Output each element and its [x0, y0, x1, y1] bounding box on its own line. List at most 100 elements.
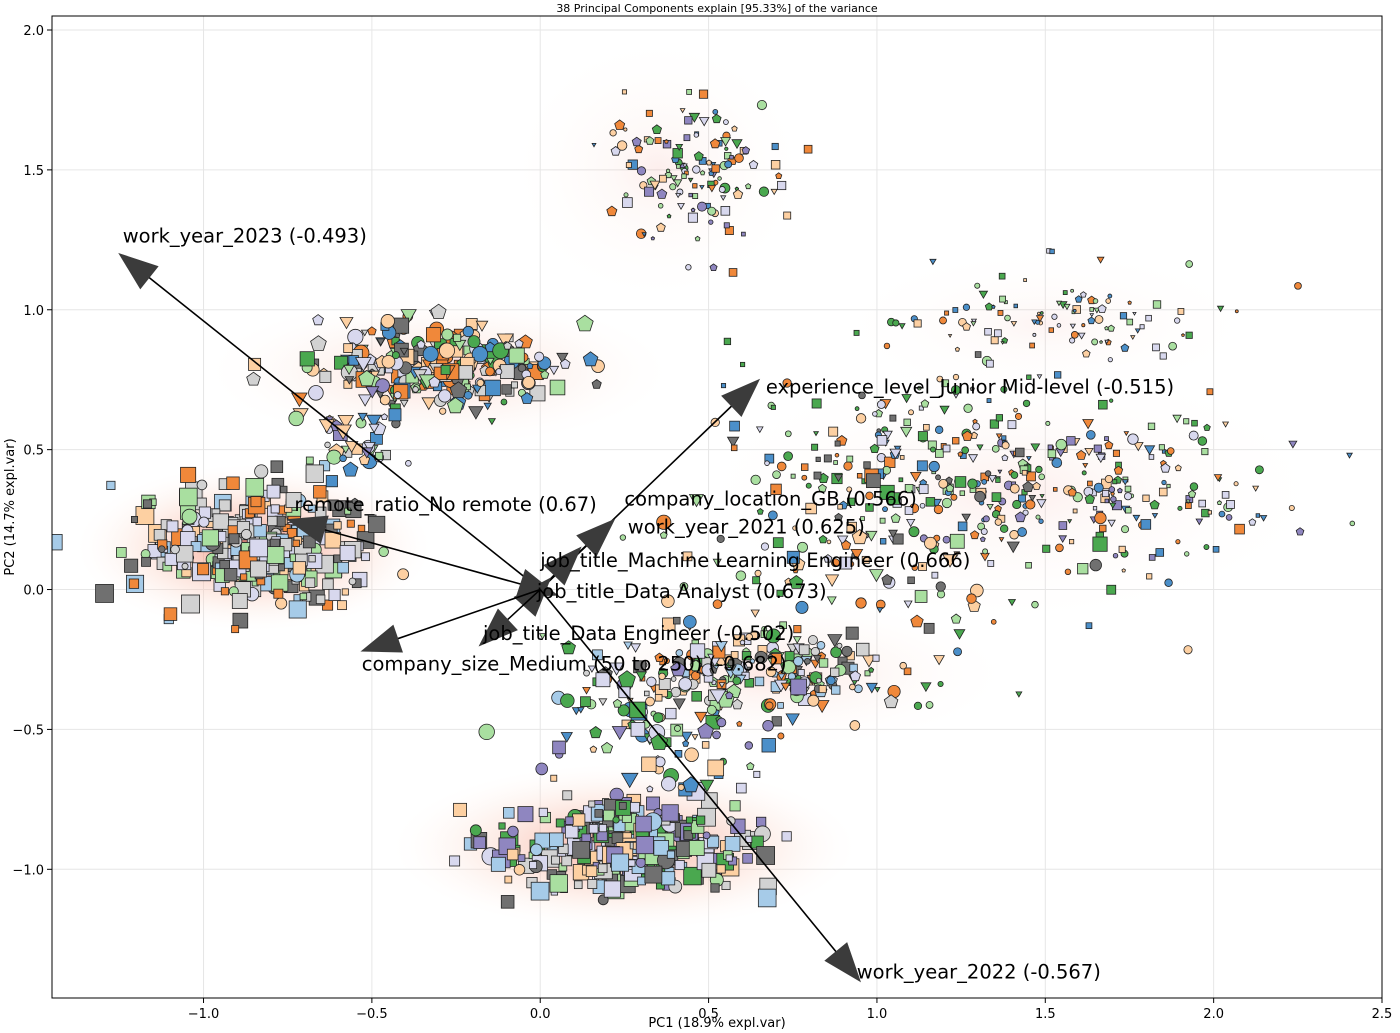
data-point [620, 772, 639, 789]
plot-frame [51, 15, 1383, 999]
data-point [725, 691, 734, 700]
data-point [837, 504, 843, 510]
data-point [1123, 431, 1130, 437]
data-point [1074, 295, 1083, 303]
data-point [1121, 479, 1129, 486]
data-point [889, 414, 897, 422]
data-point [711, 164, 720, 173]
data-point [310, 335, 327, 351]
data-point [991, 445, 1000, 453]
data-point [716, 864, 726, 874]
data-point [1104, 498, 1110, 504]
data-point [302, 535, 316, 549]
data-point [793, 656, 804, 667]
data-point [918, 405, 924, 411]
data-point [666, 213, 672, 219]
data-point [846, 455, 854, 463]
data-point [1099, 339, 1103, 344]
x-tick-label: 2.0 [1203, 1007, 1224, 1022]
data-point [252, 516, 262, 527]
data-point [1127, 300, 1132, 305]
data-point [220, 587, 229, 596]
data-point [741, 231, 746, 237]
data-point [324, 532, 342, 549]
data-point [711, 113, 722, 124]
data-point [991, 304, 996, 309]
data-point [1203, 423, 1211, 431]
data-point [346, 519, 355, 528]
data-point [746, 762, 755, 770]
data-point [909, 471, 922, 483]
data-point [1038, 518, 1044, 524]
data-point [683, 830, 694, 840]
data-point [1234, 523, 1245, 535]
data-point [517, 854, 526, 862]
data-point [804, 657, 811, 665]
data-point [1248, 518, 1257, 526]
data-point [425, 327, 442, 343]
x-tick-label: 0.5 [698, 1007, 719, 1022]
data-point [393, 317, 410, 334]
data-point [381, 354, 396, 369]
data-point [683, 615, 697, 629]
data-point [1112, 553, 1119, 559]
data-point [1288, 504, 1295, 511]
data-point [614, 119, 626, 130]
data-point [672, 698, 686, 711]
data-point [565, 816, 574, 825]
data-point [723, 222, 730, 229]
data-point [950, 385, 961, 395]
data-point [1259, 515, 1268, 522]
data-point [708, 219, 714, 225]
data-point [1091, 338, 1099, 346]
data-point [603, 809, 615, 822]
data-point [981, 479, 988, 485]
data-point [589, 745, 598, 753]
data-point [724, 146, 729, 151]
data-point [1132, 442, 1144, 452]
data-point [405, 460, 412, 467]
data-point [923, 622, 935, 634]
data-point [697, 722, 714, 739]
data-point [135, 506, 155, 525]
data-point [868, 569, 884, 583]
data-point [936, 375, 944, 383]
data-point [864, 670, 871, 677]
data-point [953, 647, 962, 657]
data-point [756, 99, 767, 111]
data-point [1098, 399, 1108, 410]
data-point [1082, 463, 1089, 469]
data-point [1198, 499, 1206, 508]
data-point [1160, 462, 1171, 473]
data-point [790, 473, 796, 479]
y-axis-title: PC2 (14.7% expl.var) [3, 438, 18, 575]
data-point [813, 431, 820, 437]
data-point [818, 658, 829, 668]
data-point [833, 460, 838, 465]
data-point [196, 479, 208, 491]
data-point [357, 524, 366, 533]
data-point [399, 347, 409, 356]
data-point [250, 560, 267, 578]
data-point [679, 582, 689, 591]
data-point [254, 464, 269, 479]
data-point [1092, 298, 1099, 304]
data-point [571, 707, 581, 716]
data-point [598, 698, 608, 707]
data-point [826, 596, 837, 606]
data-point [1026, 374, 1032, 380]
data-point [1108, 486, 1116, 493]
data-point [818, 685, 827, 694]
loading-arrow-shaft [539, 589, 837, 953]
data-point [1120, 343, 1130, 352]
data-point [551, 855, 561, 865]
data-point [907, 576, 915, 585]
data-point [197, 563, 210, 576]
data-point [1132, 514, 1141, 522]
x-tick-label: 2.5 [1372, 1007, 1393, 1022]
data-point [898, 477, 904, 483]
data-point [623, 641, 633, 651]
data-point [1184, 551, 1190, 557]
data-point [664, 171, 673, 179]
